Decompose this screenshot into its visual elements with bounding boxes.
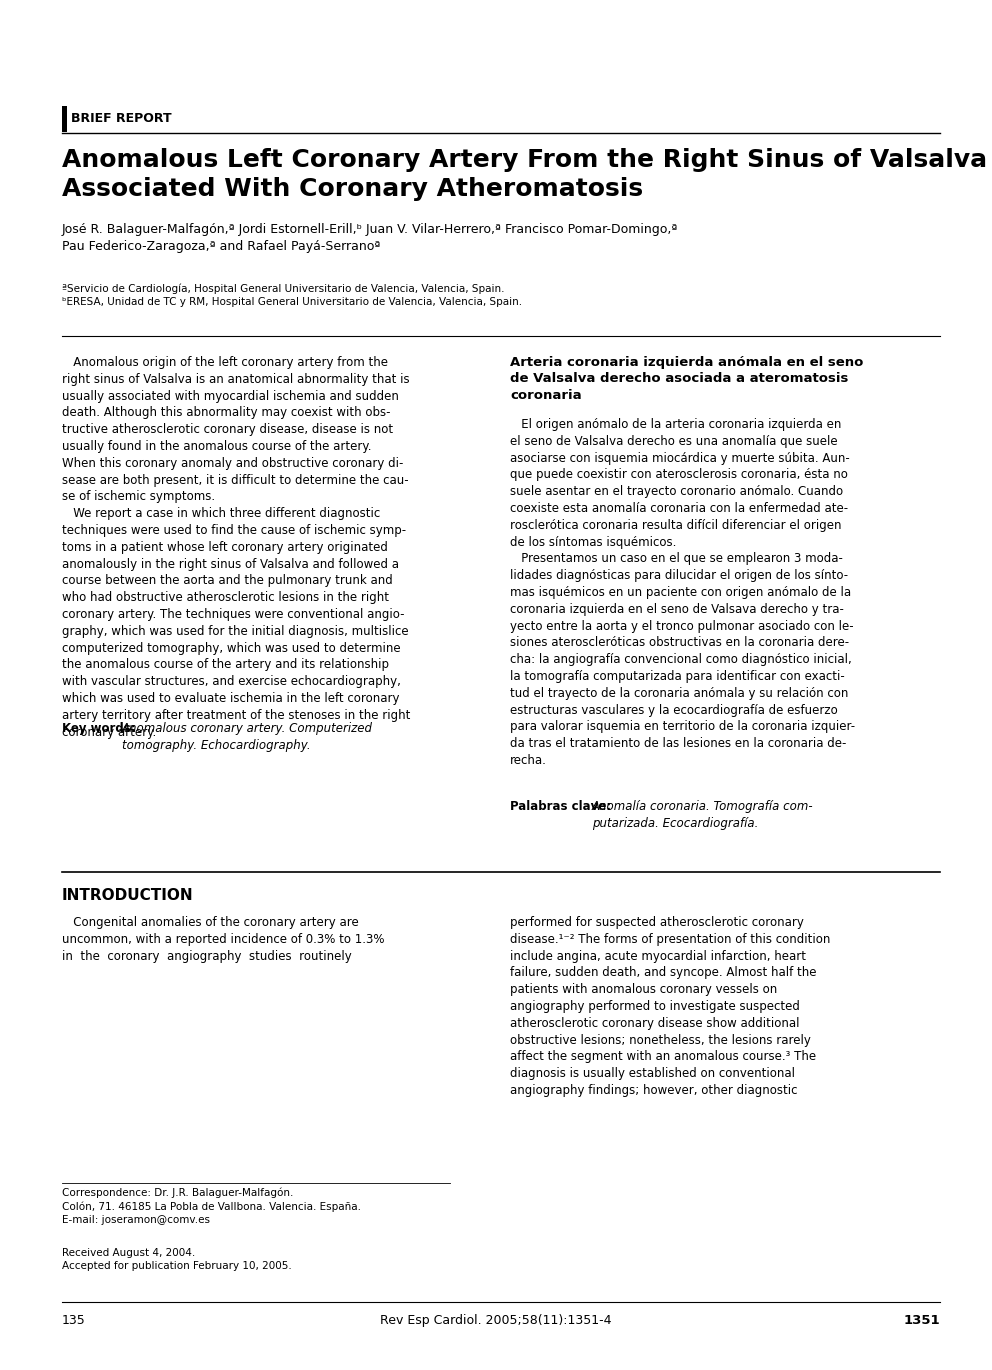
Text: Rev Esp Cardiol. 2005;58(11):1351-4: Rev Esp Cardiol. 2005;58(11):1351-4 [380, 1314, 612, 1328]
Text: Received August 4, 2004.
Accepted for publication February 10, 2005.: Received August 4, 2004. Accepted for pu… [62, 1248, 292, 1271]
Text: Arteria coronaria izquierda anómala en el seno
de Valsalva derecho asociada a at: Arteria coronaria izquierda anómala en e… [510, 356, 863, 401]
Text: Correspondence: Dr. J.R. Balaguer-Malfagón.
Colón, 71. 46185 La Pobla de Vallbon: Correspondence: Dr. J.R. Balaguer-Malfag… [62, 1188, 361, 1225]
Text: 135: 135 [62, 1314, 85, 1328]
Text: INTRODUCTION: INTRODUCTION [62, 888, 193, 903]
Text: Palabras clave:: Palabras clave: [510, 800, 615, 812]
Text: José R. Balaguer-Malfagón,ª Jordi Estornell-Erill,ᵇ Juan V. Vilar-Herrero,ª Fran: José R. Balaguer-Malfagón,ª Jordi Estorn… [62, 223, 679, 253]
Text: performed for suspected atherosclerotic coronary
disease.¹⁻² The forms of presen: performed for suspected atherosclerotic … [510, 917, 830, 1097]
Text: Anomalous coronary artery. Computerized
tomography. Echocardiography.: Anomalous coronary artery. Computerized … [122, 722, 373, 752]
Text: BRIEF REPORT: BRIEF REPORT [71, 112, 172, 125]
Bar [62, 105, 67, 132]
Text: Anomalía coronaria. Tomografía com-
putarizada. Ecocardiografía.: Anomalía coronaria. Tomografía com- puta… [592, 800, 813, 830]
Text: Anomalous origin of the left coronary artery from the
right sinus of Valsalva is: Anomalous origin of the left coronary ar… [62, 356, 411, 738]
Text: El origen anómalo de la arteria coronaria izquierda en
el seno de Valsalva derec: El origen anómalo de la arteria coronari… [510, 418, 855, 767]
Text: 1351: 1351 [904, 1314, 940, 1328]
Text: Congenital anomalies of the coronary artery are
uncommon, with a reported incide: Congenital anomalies of the coronary art… [62, 917, 385, 963]
Text: Anomalous Left Coronary Artery From the Right Sinus of Valsalva
Associated With : Anomalous Left Coronary Artery From the … [62, 148, 987, 201]
Text: Key words:: Key words: [62, 722, 140, 734]
Text: ªServicio de Cardiología, Hospital General Universitario de Valencia, Valencia, : ªServicio de Cardiología, Hospital Gener… [62, 284, 522, 307]
